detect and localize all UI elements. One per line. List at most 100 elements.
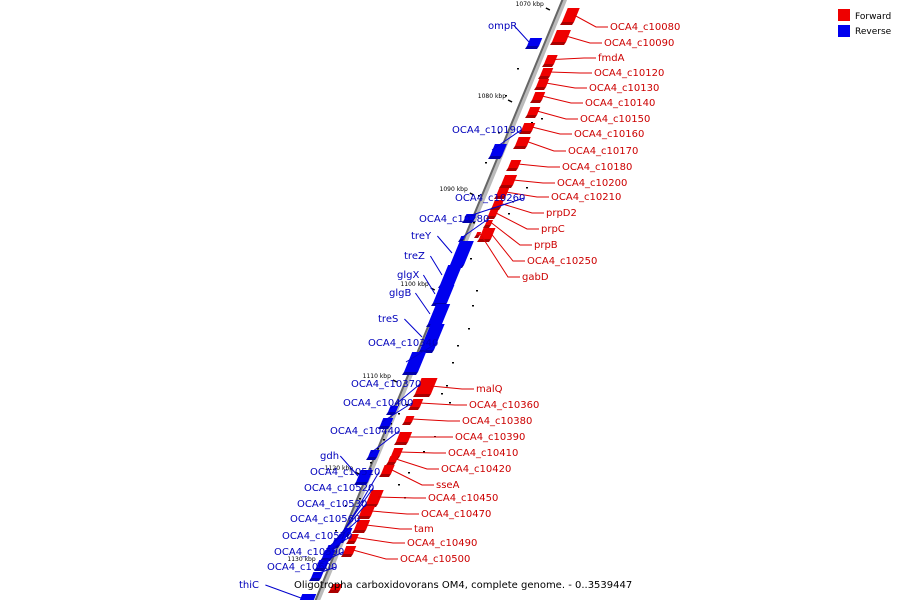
forward-gene-13 xyxy=(486,210,499,219)
gene-label-OCA4_c10380[interactable]: OCA4_c10380 xyxy=(462,416,532,427)
gene-label-OCA4_c10490[interactable]: OCA4_c10490 xyxy=(407,538,477,549)
gene-label-gdh[interactable]: gdh xyxy=(320,451,339,462)
reverse-gene-20 xyxy=(309,572,324,581)
gene-glyph-bevel xyxy=(462,220,474,223)
tick-mark xyxy=(507,99,513,103)
gene-label-OCA4_c10170[interactable]: OCA4_c10170 xyxy=(568,146,638,157)
gene-label-OCA4_c10410[interactable]: OCA4_c10410 xyxy=(448,448,518,459)
gene-label-OCA4_c10420[interactable]: OCA4_c10420 xyxy=(441,464,511,475)
forward-gene-19 xyxy=(402,416,415,425)
gene-label-OCA4_c10080[interactable]: OCA4_c10080 xyxy=(610,22,680,33)
gene-label-treY[interactable]: treY xyxy=(411,231,432,242)
gene-leader-line xyxy=(553,57,596,60)
gene-label-malQ[interactable]: malQ xyxy=(476,384,503,395)
gene-glyph-face xyxy=(485,220,494,225)
gene-glyph-bevel xyxy=(506,168,518,171)
gene-label-OCA4_c10130[interactable]: OCA4_c10130 xyxy=(589,83,659,94)
gene-glyph-face xyxy=(330,584,343,590)
reverse-gene-2 xyxy=(462,214,477,223)
gene-label-ompR[interactable]: ompR xyxy=(488,21,517,32)
gene-label-thiC[interactable]: thiC xyxy=(239,580,259,591)
gene-leader-line xyxy=(404,318,423,338)
gene-leader-line xyxy=(365,524,412,530)
gene-label-OCA4_c10140[interactable]: OCA4_c10140 xyxy=(585,98,655,109)
minor-tick xyxy=(345,505,347,507)
gene-label-gabD[interactable]: gabD xyxy=(522,272,549,283)
gene-leader-line xyxy=(490,233,525,262)
minor-tick xyxy=(441,393,443,395)
gene-glyph-face xyxy=(515,137,531,146)
gene-label-fmdA[interactable]: fmdA xyxy=(598,53,625,64)
gene-label-OCA4_c10190[interactable]: OCA4_c10190 xyxy=(452,125,522,136)
gene-label-OCA4_c10280[interactable]: OCA4_c10280 xyxy=(419,214,489,225)
gene-label-OCA4_c10090[interactable]: OCA4_c10090 xyxy=(604,38,674,49)
gene-label-prpB[interactable]: prpB xyxy=(534,240,558,251)
gene-label-OCA4_c10360[interactable]: OCA4_c10360 xyxy=(469,400,539,411)
gene-leader-line xyxy=(317,551,344,565)
reverse-gene-9 xyxy=(402,352,427,375)
minor-tick xyxy=(470,258,472,260)
gene-glyph-bevel xyxy=(394,442,408,445)
gene-label-OCA4_c10200[interactable]: OCA4_c10200 xyxy=(557,178,627,189)
gene-leader-line xyxy=(541,95,583,104)
gene-label-treS[interactable]: treS xyxy=(378,314,398,325)
gene-label-OCA4_c10530[interactable]: OCA4_c10530 xyxy=(297,499,367,510)
gene-label-prpC[interactable]: prpC xyxy=(541,224,565,235)
tick-mark xyxy=(354,471,360,475)
gene-label-OCA4_c10450[interactable]: OCA4_c10450 xyxy=(428,493,498,504)
gene-label-OCA4_c10520[interactable]: OCA4_c10520 xyxy=(304,483,374,494)
gene-label-glgX[interactable]: glgX xyxy=(397,270,419,281)
minor-tick xyxy=(359,498,361,500)
minor-tick xyxy=(478,195,480,197)
gene-label-OCA4_c10440[interactable]: OCA4_c10440 xyxy=(330,426,400,437)
legend: Forward Reverse xyxy=(838,9,892,37)
minor-tick xyxy=(452,362,454,364)
gene-label-treZ[interactable]: treZ xyxy=(404,251,425,262)
gene-glyph-face xyxy=(450,241,474,265)
forward-gene-group: OCA4_c10080 OCA4_c10090 fmdA OCA4_c10120 OCA… xyxy=(328,8,680,593)
legend-label-forward: Forward xyxy=(855,12,891,22)
gene-leader-line xyxy=(465,197,525,218)
reverse-gene-13 xyxy=(354,470,373,485)
gene-label-OCA4_c10570[interactable]: OCA4_c10570 xyxy=(282,531,352,542)
gene-leader-line xyxy=(352,549,398,560)
gene-glyph-bevel xyxy=(560,22,574,25)
gene-label-OCA4_c10120[interactable]: OCA4_c10120 xyxy=(594,68,664,79)
gene-label-OCA4_c10560[interactable]: OCA4_c10560 xyxy=(290,514,360,525)
gene-leader-line xyxy=(381,402,413,423)
gene-label-tam[interactable]: tam xyxy=(414,524,434,535)
gene-label-OCA4_c10150[interactable]: OCA4_c10150 xyxy=(580,114,650,125)
gene-leader-line xyxy=(355,537,405,544)
gene-glyph-face xyxy=(488,210,499,216)
gene-label-OCA4_c10160[interactable]: OCA4_c10160 xyxy=(574,129,644,140)
gene-label-OCA4_c10400[interactable]: OCA4_c10400 xyxy=(343,398,413,409)
gene-label-OCA4_c10250[interactable]: OCA4_c10250 xyxy=(527,256,597,267)
gene-label-OCA4_c10210[interactable]: OCA4_c10210 xyxy=(551,192,621,203)
gene-leader-line xyxy=(265,584,302,599)
gene-label-glgB[interactable]: glgB xyxy=(389,288,411,299)
gene-label-OCA4_c10260[interactable]: OCA4_c10260 xyxy=(455,193,525,204)
gene-label-OCA4_c10600[interactable]: OCA4_c10600 xyxy=(267,562,337,573)
gene-label-prpD2[interactable]: prpD2 xyxy=(546,208,577,219)
gene-leader-line xyxy=(411,418,460,422)
gene-leader-line xyxy=(573,14,608,28)
gene-glyph-bevel xyxy=(525,46,539,49)
forward-gene-26 xyxy=(352,520,371,533)
gene-label-sseA[interactable]: sseA xyxy=(436,480,460,491)
gene-label-OCA4_c10390[interactable]: OCA4_c10390 xyxy=(455,432,525,443)
gene-label-OCA4_c10590[interactable]: OCA4_c10590 xyxy=(274,547,344,558)
gene-glyph-face xyxy=(388,406,399,412)
gene-glyph-bevel xyxy=(550,42,566,45)
gene-label-OCA4_c10510[interactable]: OCA4_c10510 xyxy=(310,467,380,478)
gene-label-OCA4_c10340[interactable]: OCA4_c10340 xyxy=(368,338,438,349)
forward-gene-7 xyxy=(519,123,536,134)
tick-mark xyxy=(469,192,475,196)
gene-label-OCA4_c10470[interactable]: OCA4_c10470 xyxy=(421,509,491,520)
gene-leader-line xyxy=(536,110,578,120)
gene-label-OCA4_c10180[interactable]: OCA4_c10180 xyxy=(562,162,632,173)
gene-label-OCA4_c10500[interactable]: OCA4_c10500 xyxy=(400,554,470,565)
gene-glyph-face xyxy=(428,304,451,324)
gene-label-OCA4_c10370[interactable]: OCA4_c10370 xyxy=(351,379,421,390)
gene-glyph-bevel xyxy=(525,115,537,118)
